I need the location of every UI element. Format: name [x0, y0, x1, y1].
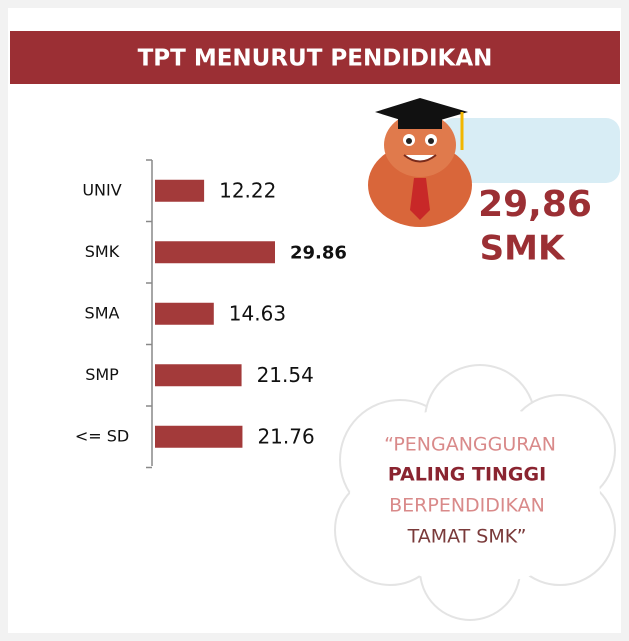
quote-line: TAMAT SMK” [407, 526, 527, 548]
value-label: 14.63 [229, 301, 286, 325]
value-label: 21.76 [257, 424, 314, 448]
category-label: UNIV [82, 180, 121, 199]
value-label: 29.86 [290, 242, 347, 263]
bar [155, 425, 243, 448]
category-label: <= SD [75, 426, 129, 445]
mascot [368, 98, 472, 227]
category-label: SMA [85, 303, 120, 322]
category-label: SMP [85, 365, 119, 384]
quote-line: PALING TINGGI [388, 464, 546, 486]
bar [155, 302, 214, 325]
title-bar [10, 31, 620, 84]
quote-line: BERPENDIDIKAN [389, 495, 545, 517]
annotation-value: 29,86 [478, 184, 592, 225]
bar [155, 241, 275, 264]
bar [155, 364, 242, 387]
annotation-label: SMK [480, 229, 566, 269]
speech-box [440, 118, 620, 183]
value-label: 21.54 [257, 363, 314, 387]
cloud-fill [350, 405, 600, 585]
value-label: 12.22 [219, 178, 276, 202]
bar [155, 179, 205, 202]
category-label: SMK [85, 242, 120, 261]
quote-line: “PENGANGGURAN [384, 434, 556, 456]
chart-title: TPT MENURUT PENDIDIKAN [138, 46, 493, 72]
